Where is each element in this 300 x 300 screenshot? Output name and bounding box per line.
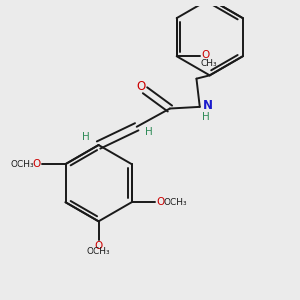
Text: O: O [136, 80, 146, 94]
Text: H: H [146, 127, 153, 137]
Text: OCH₃: OCH₃ [87, 247, 110, 256]
Text: N: N [202, 99, 212, 112]
Text: O: O [33, 159, 41, 169]
Text: OCH₃: OCH₃ [163, 198, 187, 207]
Text: OCH₃: OCH₃ [11, 160, 34, 169]
Text: O: O [201, 50, 209, 60]
Text: O: O [94, 241, 103, 250]
Text: H: H [202, 112, 210, 122]
Text: O: O [156, 197, 164, 207]
Text: CH₃: CH₃ [201, 59, 217, 68]
Text: H: H [82, 132, 90, 142]
